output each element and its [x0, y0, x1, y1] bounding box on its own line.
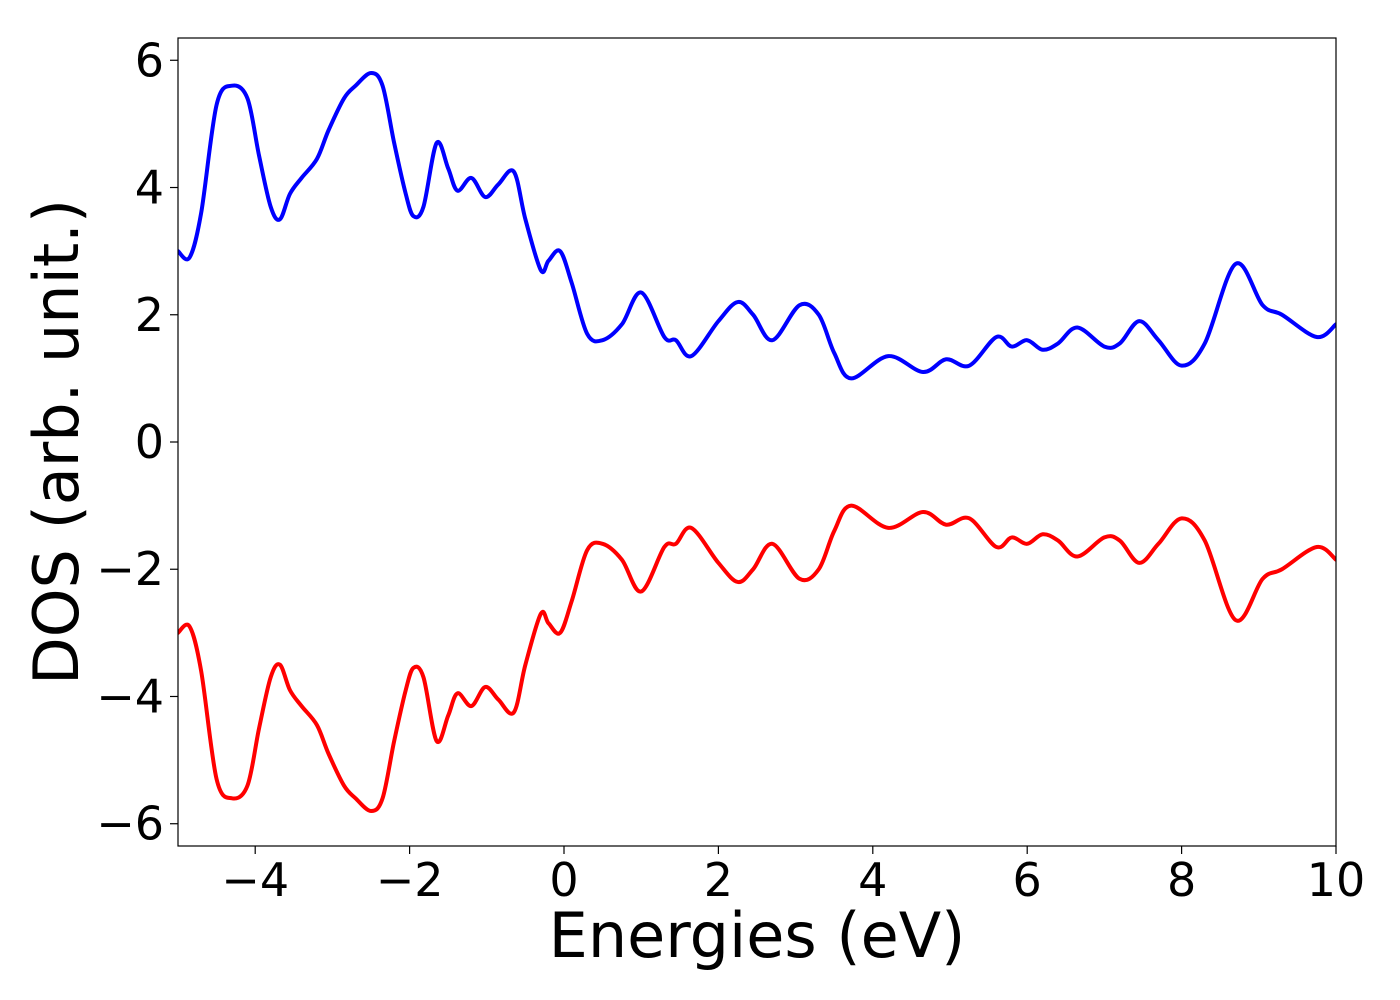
y-tick-label: 4 [135, 161, 164, 215]
series-layer [178, 70, 1336, 814]
y-tick-label: 0 [135, 415, 164, 469]
x-tick-label: 8 [1167, 853, 1196, 907]
series-line-1 [178, 70, 1336, 381]
y-tick-label: −4 [96, 669, 164, 723]
y-tick-label: −2 [96, 542, 164, 596]
x-axis: −4 −2 0 2 4 6 8 10 [221, 846, 1365, 907]
y-axis-title: DOS (arb. unit.) [20, 199, 93, 685]
x-tick-label: −2 [376, 853, 444, 907]
x-tick-label: 4 [858, 853, 887, 907]
series-line-2 [178, 503, 1336, 814]
x-axis-title: Energies (eV) [549, 899, 966, 972]
x-tick-label: 2 [704, 853, 733, 907]
y-axis: −6 −4 −2 0 2 4 6 [96, 33, 178, 851]
y-tick-label: −6 [96, 797, 164, 851]
plot-frame [177, 37, 1337, 847]
y-tick-label: 6 [135, 33, 164, 87]
x-tick-label: 6 [1013, 853, 1042, 907]
x-tick-label: −4 [221, 853, 289, 907]
x-tick-label: 10 [1307, 853, 1366, 907]
x-tick-label: 0 [549, 853, 578, 907]
y-tick-label: 2 [135, 288, 164, 342]
